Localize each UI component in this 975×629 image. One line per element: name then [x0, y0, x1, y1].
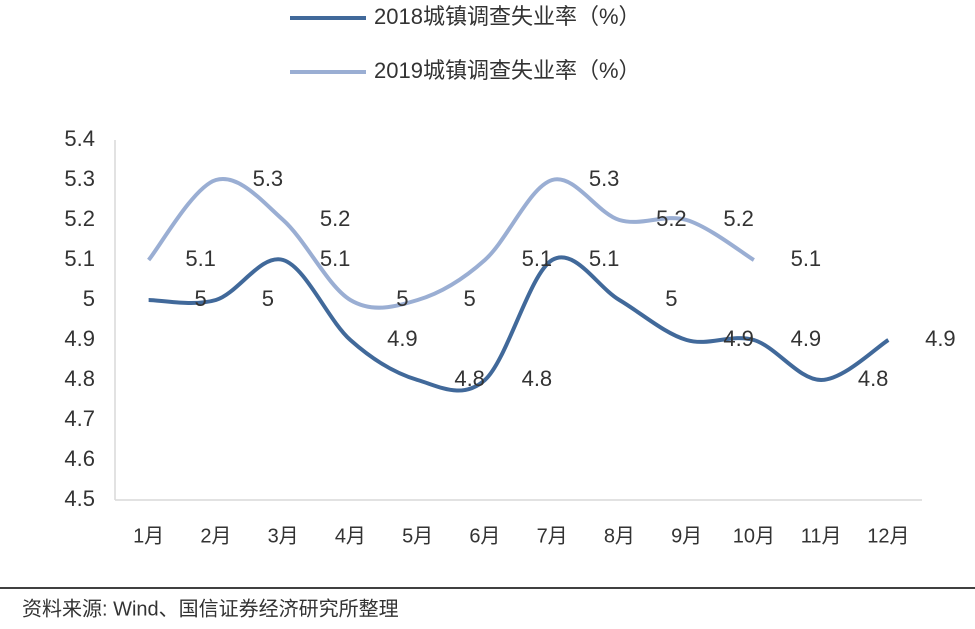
data-label: 4.9 [387, 326, 418, 351]
x-tick-label: 10月 [733, 525, 775, 547]
legend-label: 2019城镇调查失业率（%） [374, 58, 641, 83]
y-tick-label: 4.5 [64, 486, 95, 511]
series-line [148, 255, 890, 393]
series-line [147, 176, 755, 310]
data-label: 5.1 [589, 246, 620, 271]
data-label: 4.8 [454, 366, 485, 391]
data-label: 5.2 [723, 206, 754, 231]
x-tick-label: 9月 [671, 525, 702, 547]
y-tick-label: 4.7 [64, 406, 95, 431]
y-tick-label: 4.9 [64, 326, 95, 351]
x-tick-label: 2月 [200, 525, 231, 547]
y-tick-label: 5.1 [64, 246, 95, 271]
y-tick-label: 5.2 [64, 206, 95, 231]
data-label: 5 [464, 286, 476, 311]
data-label: 5 [396, 286, 408, 311]
data-label: 4.9 [925, 326, 956, 351]
data-label: 5.1 [791, 246, 822, 271]
data-label: 4.8 [858, 366, 889, 391]
data-label: 5.2 [320, 206, 351, 231]
data-label: 5.3 [589, 166, 620, 191]
x-tick-label: 1月 [133, 525, 164, 547]
y-tick-label: 5 [83, 286, 95, 311]
data-label: 5 [665, 286, 677, 311]
y-tick-label: 4.6 [64, 446, 95, 471]
data-label: 5 [262, 286, 274, 311]
legend-label: 2018城镇调查失业率（%） [374, 4, 641, 29]
data-label: 4.8 [522, 366, 553, 391]
x-tick-label: 11月 [801, 525, 842, 547]
x-tick-label: 5月 [402, 525, 433, 547]
data-label: 5.3 [253, 166, 284, 191]
data-label: 4.9 [723, 326, 754, 351]
data-label: 5.1 [522, 246, 553, 271]
y-tick-label: 4.8 [64, 366, 95, 391]
data-label: 5.1 [185, 246, 216, 271]
x-tick-label: 3月 [268, 525, 299, 547]
y-tick-label: 5.4 [64, 126, 95, 151]
data-label: 4.9 [791, 326, 822, 351]
data-label: 5.1 [320, 246, 351, 271]
y-tick-label: 5.3 [64, 166, 95, 191]
x-tick-label: 12月 [867, 525, 909, 547]
data-label: 5.2 [656, 206, 687, 231]
x-tick-label: 7月 [537, 525, 568, 547]
x-tick-label: 8月 [604, 525, 635, 547]
x-tick-label: 6月 [469, 525, 500, 547]
x-tick-label: 4月 [335, 525, 366, 547]
data-label: 5 [195, 286, 207, 311]
source: 资料来源: Wind、国信证券经济研究所整理 [22, 597, 399, 620]
